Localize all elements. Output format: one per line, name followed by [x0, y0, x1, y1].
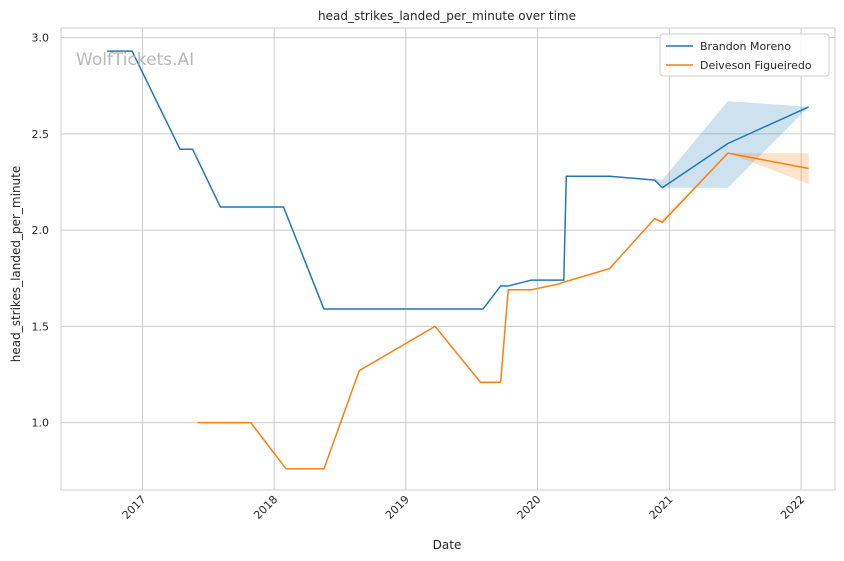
confidence-bands [654, 101, 809, 223]
y-axis-title: head_strikes_landed_per_minute [9, 166, 23, 363]
legend-label: Brandon Moreno [700, 40, 791, 53]
watermark: WolfTickets.AI [76, 50, 194, 70]
y-tick-label: 3.0 [32, 32, 50, 45]
x-tick-label: 2022 [778, 493, 807, 522]
series-line-1 [197, 152, 809, 470]
legend: Brandon Moreno Deiveson Figueiredo [659, 33, 830, 77]
y-tick-labels: 1.0 1.5 2.0 2.5 3.0 [32, 32, 50, 430]
legend-box [659, 33, 830, 77]
series-line-0 [107, 50, 809, 310]
x-tick-label: 2018 [251, 493, 280, 522]
grid [61, 28, 835, 490]
x-tick-labels: 2017 2018 2019 2020 2021 2022 [120, 493, 808, 522]
x-tick-label: 2017 [120, 493, 149, 522]
chart-title: head_strikes_landed_per_minute over time [318, 9, 576, 23]
y-tick-label: 2.5 [32, 128, 50, 141]
series-lines [107, 50, 809, 470]
legend-label: Deiveson Figueiredo [700, 59, 812, 72]
y-tick-label: 1.5 [32, 320, 50, 333]
x-tick-label: 2020 [515, 493, 544, 522]
y-tick-label: 1.0 [32, 417, 50, 430]
confidence-band-1 [654, 153, 809, 223]
y-tick-label: 2.0 [32, 224, 50, 237]
plot-frame [60, 27, 836, 491]
x-tick-label: 2021 [647, 493, 676, 522]
x-axis-title: Date [433, 538, 462, 552]
x-tick-label: 2019 [383, 493, 412, 522]
